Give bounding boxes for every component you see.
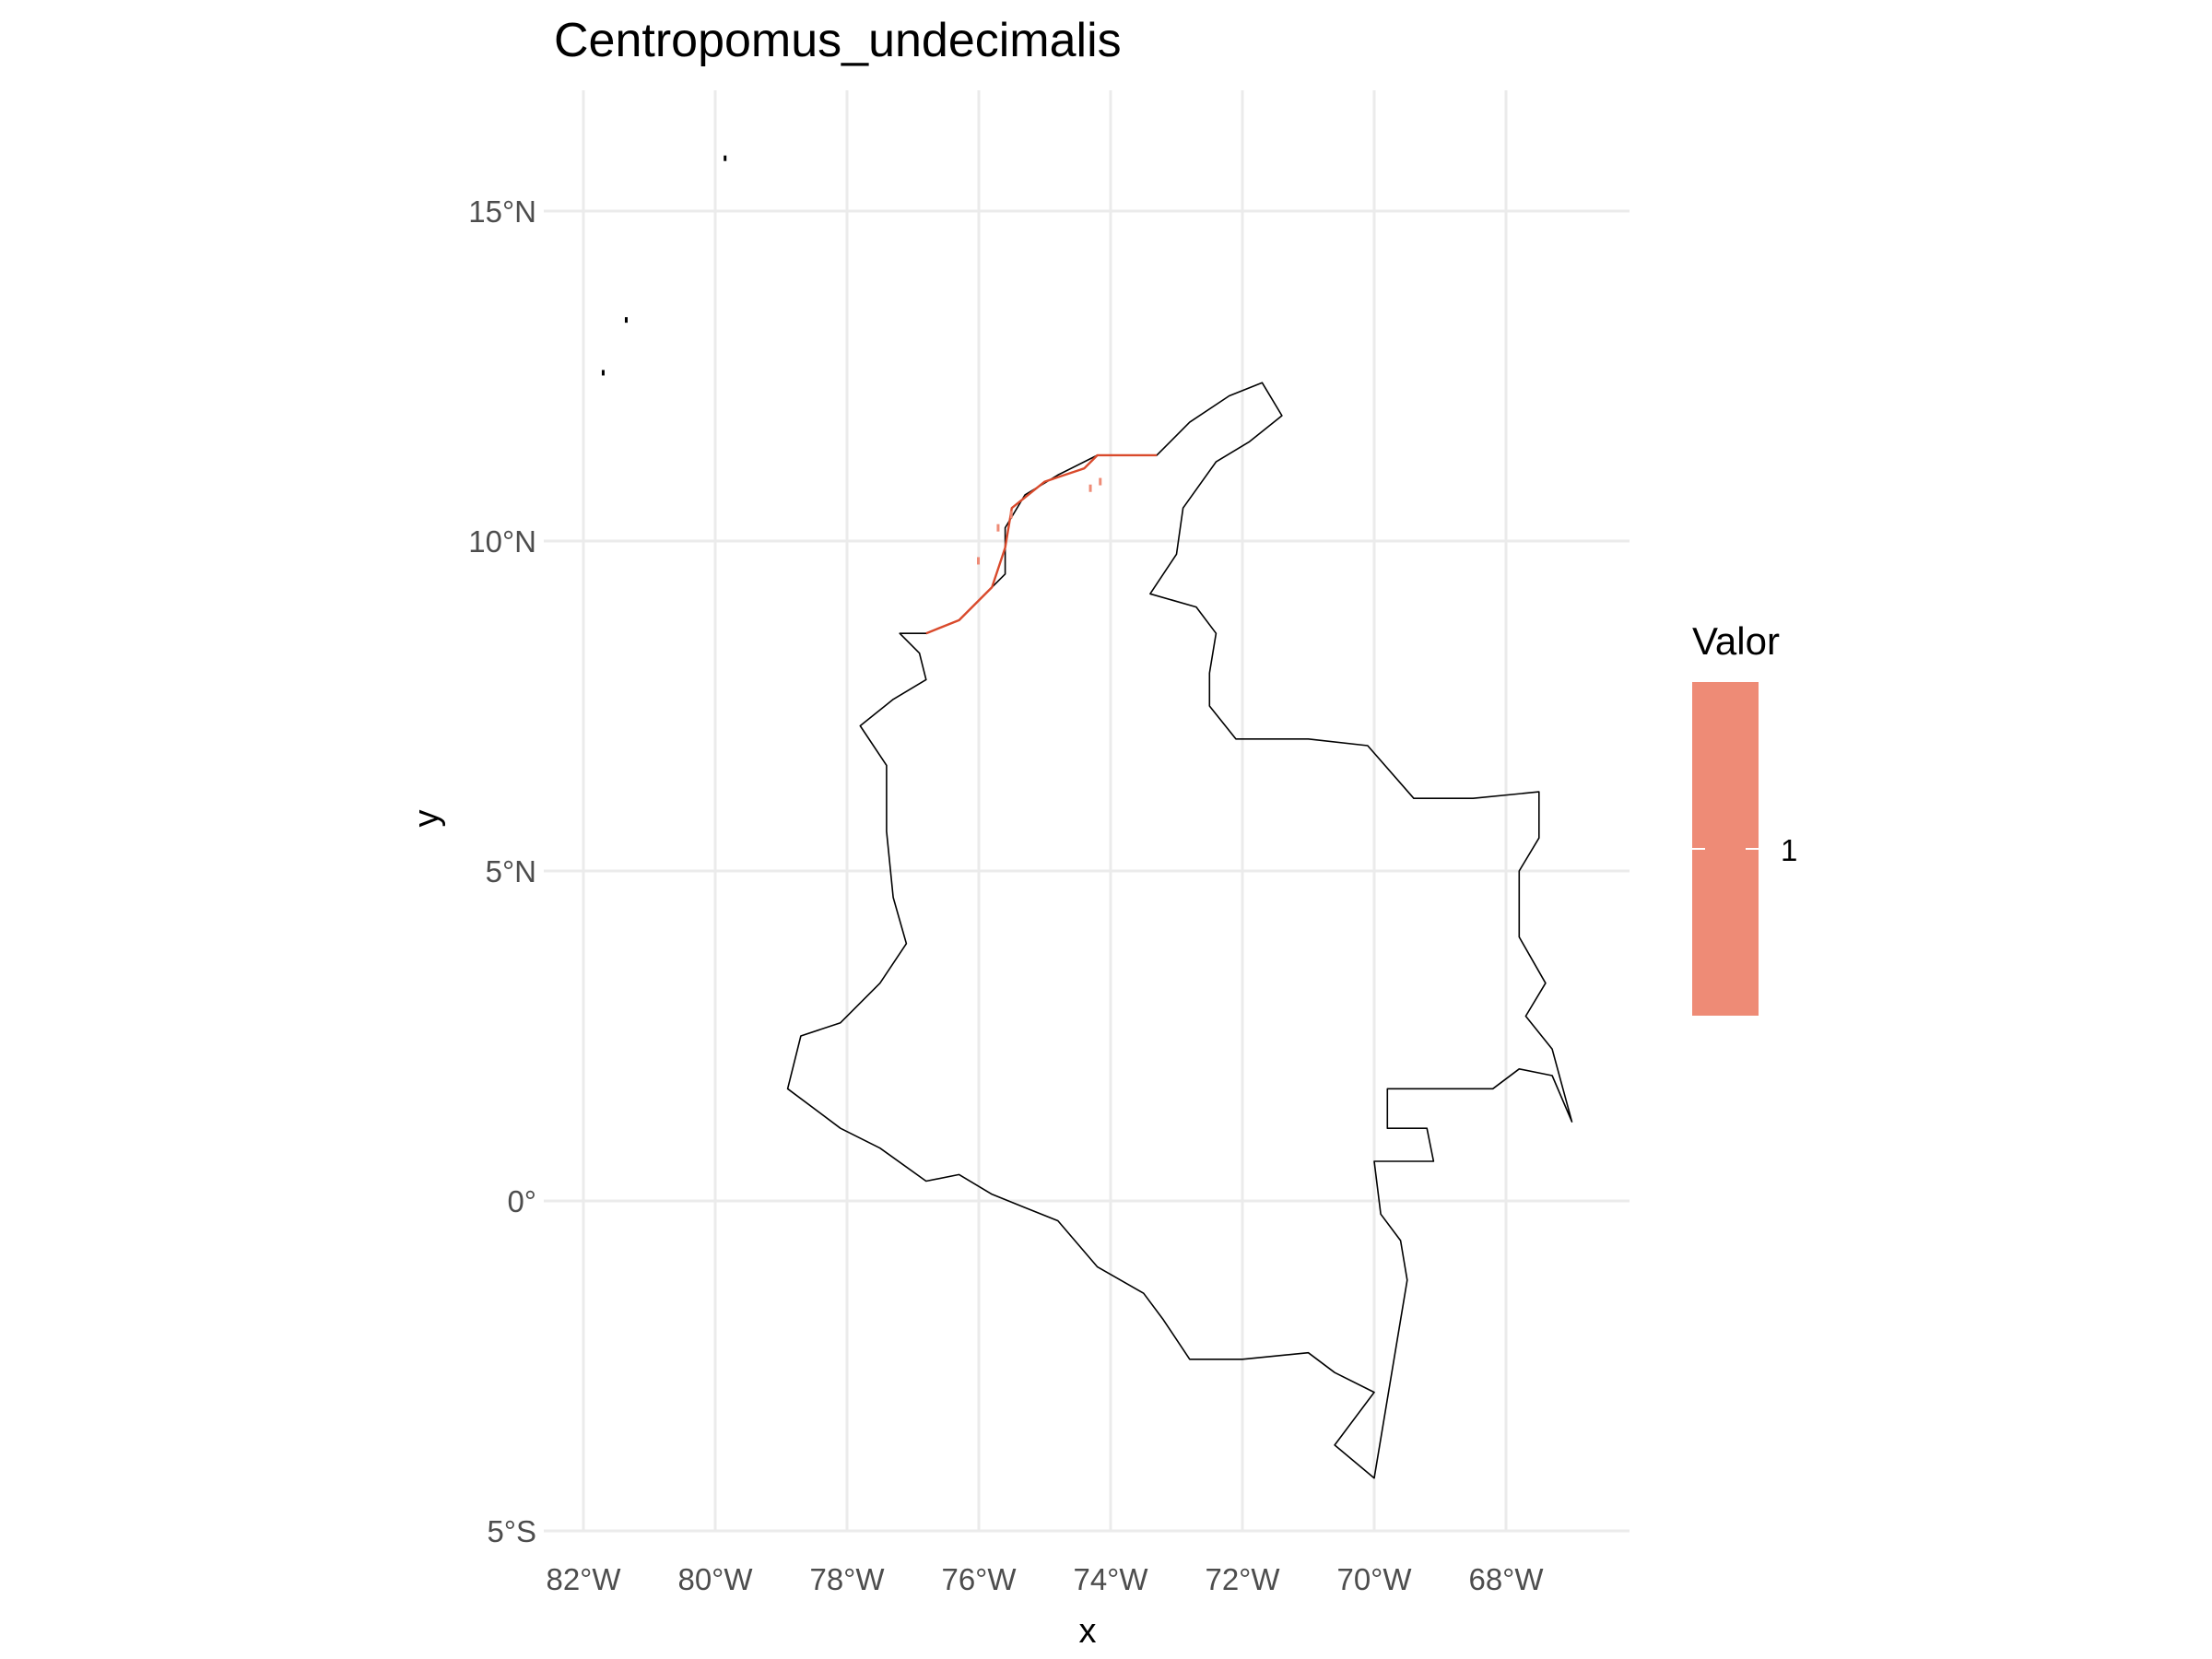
y-tick-label: 0° [507, 1184, 536, 1218]
y-tick-label: 10°N [468, 524, 536, 559]
island [624, 317, 628, 324]
chart-title: Centropomus_undecimalis [554, 14, 1122, 67]
x-tick-label: 70°W [1336, 1562, 1412, 1596]
legend-entry-label: 1 [1781, 833, 1798, 867]
grid-lines [544, 90, 1630, 1533]
x-axis-title: x [1079, 1612, 1097, 1651]
presence-cell [1009, 511, 1013, 519]
x-tick-label: 68°W [1468, 1562, 1544, 1596]
y-axis-title: y [407, 810, 446, 828]
y-tick-label: 5°N [486, 854, 536, 888]
map-layer [601, 155, 1573, 1479]
presence-cell [1088, 484, 1092, 492]
island [724, 155, 727, 161]
x-tick-label: 82°W [546, 1562, 621, 1596]
presence-coastline [925, 453, 1158, 635]
country-boundary [786, 382, 1573, 1479]
x-tick-label: 80°W [677, 1562, 753, 1596]
presence-cell [1099, 477, 1102, 486]
presence-cell [977, 557, 980, 565]
axis-ticks: 82°W 80°W 78°W 76°W 74°W 72°W 70°W 68°W 15°N 10°N… [468, 194, 1544, 1596]
legend-tick-right [1746, 848, 1759, 850]
legend-tick-left [1692, 848, 1705, 850]
legend-title: Valor [1692, 619, 1780, 663]
x-tick-label: 76°W [941, 1562, 1017, 1596]
x-tick-label: 78°W [809, 1562, 885, 1596]
y-tick-label: 15°N [468, 194, 536, 229]
y-tick-label: 5°S [487, 1514, 536, 1548]
presence-cell [996, 524, 1000, 532]
x-tick-label: 74°W [1073, 1562, 1148, 1596]
island [601, 370, 605, 376]
x-tick-label: 72°W [1205, 1562, 1280, 1596]
